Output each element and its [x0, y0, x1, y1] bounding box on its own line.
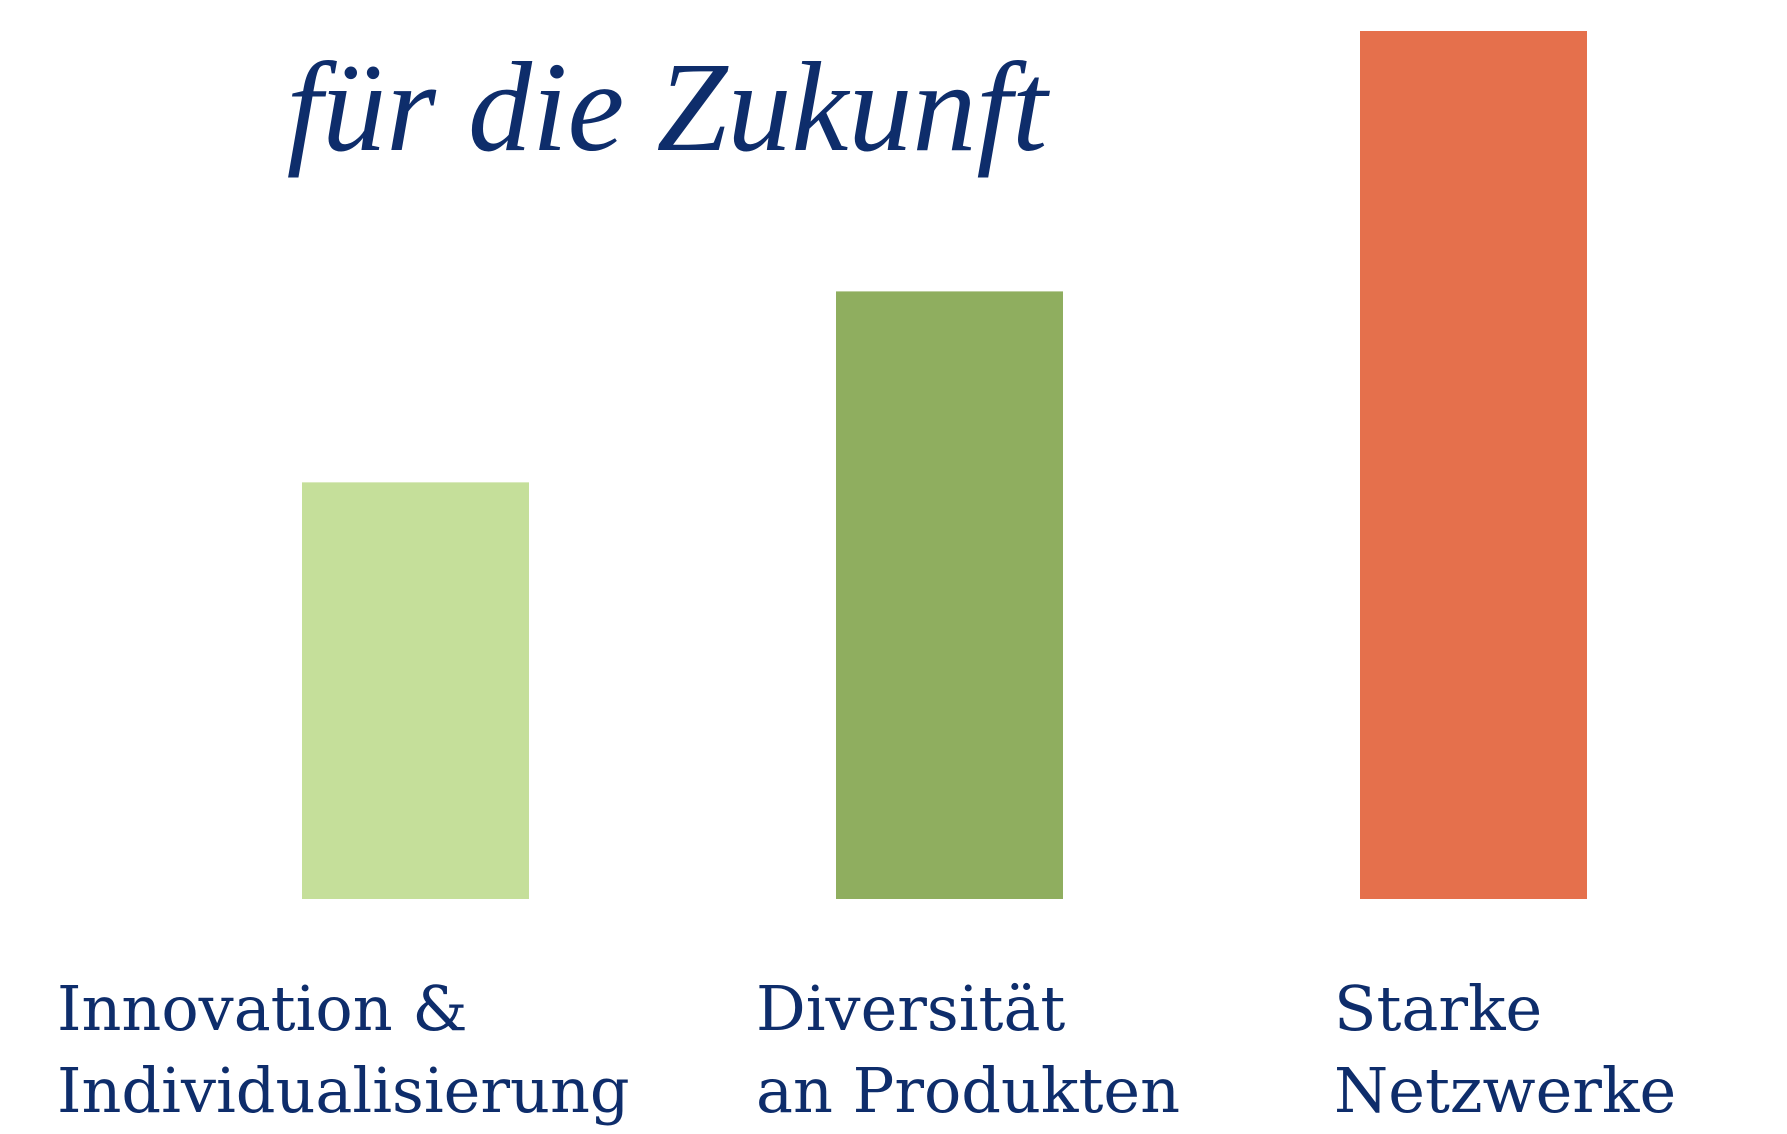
bar: [302, 482, 529, 899]
chart-title: für die Zukunft: [287, 36, 1051, 178]
category-label: Starke: [1334, 972, 1542, 1045]
bar: [836, 291, 1063, 899]
category-label: Netzwerke: [1334, 1054, 1676, 1127]
category-label: Diversität: [756, 972, 1065, 1045]
category-label: Innovation &: [57, 972, 468, 1045]
category-label: Individualisierung: [57, 1054, 630, 1127]
category-label: an Produkten: [756, 1054, 1180, 1127]
bar: [1360, 31, 1587, 899]
